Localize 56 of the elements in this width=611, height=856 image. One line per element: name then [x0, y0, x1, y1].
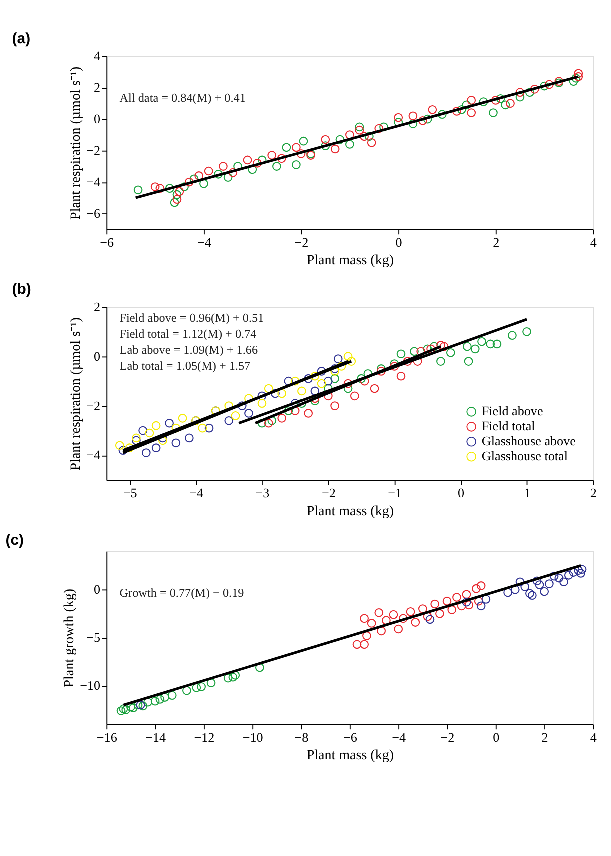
legend-label: Glasshouse total	[482, 448, 568, 464]
annotation: All data = 0.84(M) + 0.41	[120, 91, 246, 106]
x-tick-label: −2	[322, 486, 336, 501]
x-axis-title: Plant mass (kg)	[306, 748, 394, 764]
y-tick-label: 2	[94, 80, 101, 96]
x-tick-label: −16	[96, 730, 118, 745]
y-tick-label: 2	[94, 299, 101, 314]
x-tick-label: −4	[197, 234, 212, 250]
x-tick-label: −5	[123, 486, 138, 501]
x-tick-label: −8	[294, 730, 310, 745]
y-axis-title: Plant respiration (µmol s⁻¹)	[68, 66, 84, 220]
y-tick-label: 0	[94, 112, 102, 127]
x-tick-label: −2	[440, 730, 455, 745]
annotation: Growth = 0.77(M) − 0.19	[120, 586, 244, 600]
y-tick-label: 4	[94, 48, 102, 64]
annotation: Lab total = 1.05(M) + 1.57	[120, 358, 251, 373]
annotation: Field total = 1.12(M) + 0.74	[120, 327, 257, 342]
annotation: Field above = 0.96(M) + 0.51	[120, 311, 264, 326]
x-tick-label: −12	[194, 730, 215, 745]
x-tick-label: −14	[146, 730, 166, 745]
x-tick-label: −2	[294, 234, 309, 250]
chart-title: (b)	[12, 281, 32, 298]
x-tick-label: 0	[458, 486, 466, 501]
y-tick-label: 0	[94, 348, 102, 364]
x-axis-title: Plant mass (kg)	[306, 503, 394, 520]
y-tick-label: −10	[80, 678, 102, 694]
legend-label: Glasshouse above	[482, 434, 576, 449]
y-tick-label: −2	[86, 143, 101, 158]
y-tick-label: −2	[86, 398, 101, 414]
x-tick-label: −6	[343, 730, 358, 745]
x-axis-title: Plant mass (kg)	[306, 252, 394, 269]
chart-title: (a)	[12, 30, 31, 48]
x-tick-label: −4	[392, 730, 406, 745]
y-axis-title: Plant respiration (µmol s⁻¹)	[68, 317, 84, 471]
y-tick-label: −5	[86, 630, 102, 646]
x-tick-label: −3	[256, 486, 270, 501]
x-tick-label: 1	[524, 486, 531, 501]
y-tick-label: −4	[86, 174, 102, 190]
x-tick-label: 4	[590, 730, 598, 745]
y-tick-label: −6	[86, 206, 102, 221]
x-tick-label: 0	[396, 234, 403, 250]
y-axis-title: Plant growth (kg)	[62, 588, 78, 688]
legend-label: Field above	[482, 404, 544, 419]
x-tick-label: 2	[590, 486, 597, 501]
legend-label: Field total	[482, 418, 536, 434]
x-tick-label: 2	[542, 730, 548, 745]
x-tick-label: −4	[190, 486, 204, 501]
chart-title: (c)	[6, 532, 24, 549]
y-tick-label: −4	[86, 448, 102, 463]
x-tick-label: 2	[493, 234, 500, 250]
y-tick-label: 0	[94, 582, 102, 598]
x-tick-label: −10	[242, 730, 264, 745]
x-tick-label: 4	[590, 234, 598, 250]
annotation: Lab above = 1.09(M) + 1.66	[120, 342, 258, 357]
x-tick-label: 0	[493, 730, 500, 745]
x-tick-label: −1	[388, 486, 402, 501]
